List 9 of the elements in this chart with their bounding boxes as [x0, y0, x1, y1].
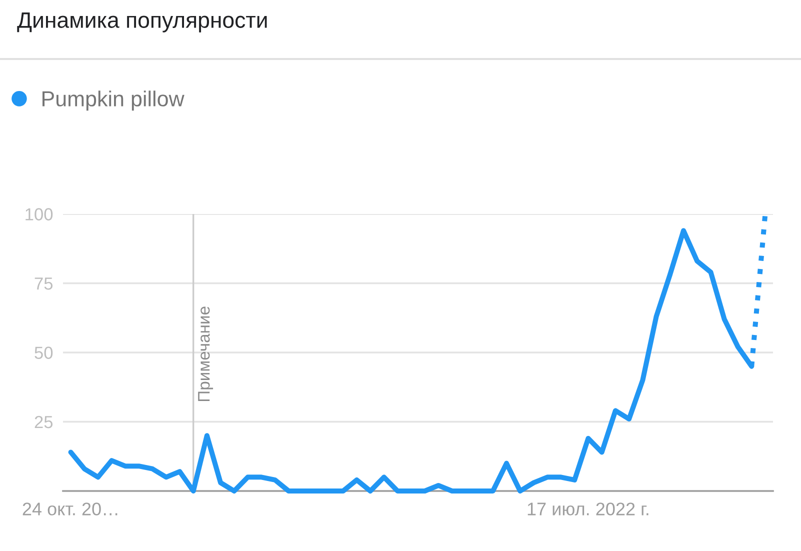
y-tick-label: 50: [34, 346, 53, 359]
ref-line-label: Примечание: [198, 306, 214, 402]
x-tick-label: 17 июл. 2022 г.: [528, 502, 648, 516]
legend-label: Pumpkin pillow: [42, 90, 184, 111]
y-tick-label: 25: [34, 416, 53, 428]
x-tick-label: 24 окт. 20…: [22, 502, 118, 516]
chart-title: Динамика популярности: [17, 12, 267, 32]
y-tick-label: 75: [34, 278, 53, 290]
y-tick-label: 100: [26, 208, 53, 220]
